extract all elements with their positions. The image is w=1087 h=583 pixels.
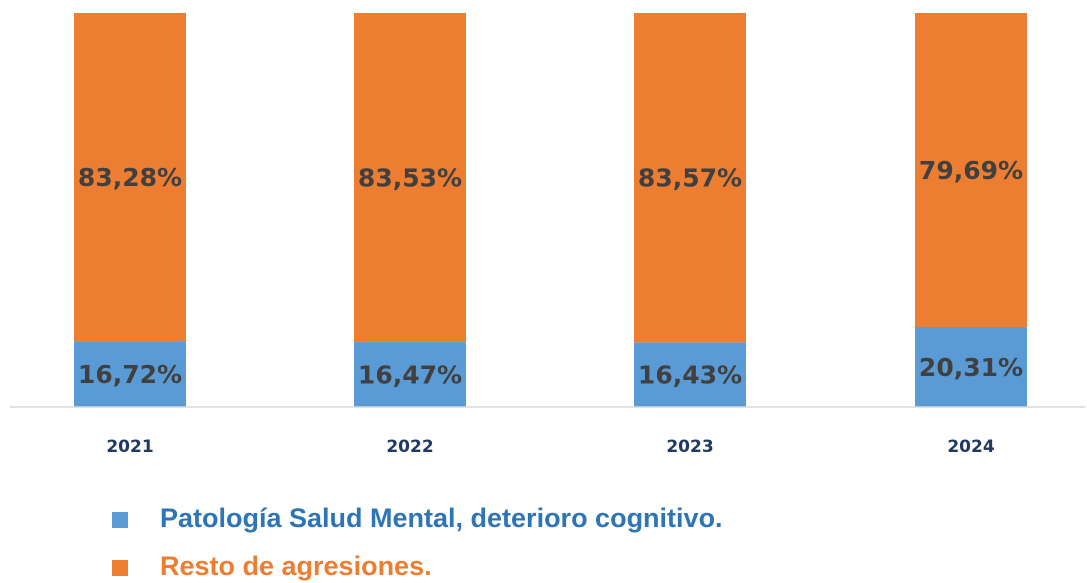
bar-segment xyxy=(634,342,746,407)
bar-segment xyxy=(634,13,746,343)
value-label: 16,43% xyxy=(638,361,742,390)
value-label: 20,31% xyxy=(919,353,1023,382)
value-label: 83,28% xyxy=(78,163,182,192)
value-label: 83,53% xyxy=(358,164,462,193)
bar-segment xyxy=(915,326,1027,407)
bar-segment xyxy=(915,13,1027,327)
x-tick-label: 2021 xyxy=(106,437,153,457)
bar-segment xyxy=(354,13,466,343)
value-label: 16,72% xyxy=(78,360,182,389)
x-tick-label: 2023 xyxy=(666,437,713,457)
legend-swatch xyxy=(112,512,128,528)
x-tick-label: 2022 xyxy=(386,437,433,457)
legend-label: Resto de agresiones. xyxy=(160,551,432,581)
bar-segment xyxy=(74,13,186,342)
bar-segment xyxy=(354,342,466,407)
value-label: 16,47% xyxy=(358,361,462,390)
bar-segment xyxy=(74,341,186,407)
value-label: 79,69% xyxy=(919,156,1023,185)
legend-label: Patología Salud Mental, deterioro cognit… xyxy=(160,503,723,533)
x-tick-label: 2024 xyxy=(947,437,994,457)
value-label: 83,57% xyxy=(638,164,742,193)
legend-swatch xyxy=(112,560,128,576)
